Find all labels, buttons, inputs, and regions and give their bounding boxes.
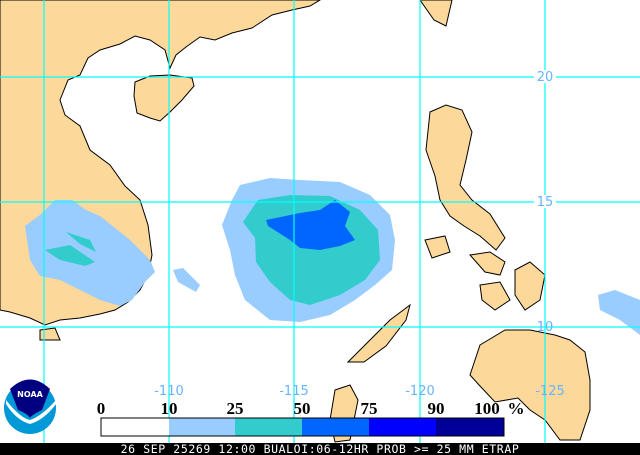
land-palawan — [346, 303, 411, 363]
land-visayas-2 — [514, 261, 546, 311]
legend-swatch-25 — [235, 418, 302, 436]
legend-label-90: 90 — [428, 399, 445, 418]
prob-10-east — [598, 290, 640, 335]
lon-label-115: -115 — [279, 384, 309, 399]
longitude-labels: -110 -115 -120 -125 — [154, 384, 565, 399]
land-mindanao — [469, 329, 591, 441]
legend-label-50: 50 — [294, 399, 311, 418]
land-mindoro — [424, 235, 451, 259]
legend-unit: % — [508, 399, 525, 418]
lat-lon-grid — [0, 0, 640, 443]
legend-swatch-75 — [369, 418, 436, 436]
lat-label-10: 10 — [537, 320, 554, 335]
lat-label-15: 15 — [537, 195, 554, 210]
legend-label-25: 25 — [227, 399, 244, 418]
legend-label-10: 10 — [161, 399, 178, 418]
rainfall-probability — [25, 178, 640, 335]
noaa-logo: NOAA — [4, 379, 56, 434]
prob-25-indochina — [45, 245, 95, 266]
land-hainan — [133, 74, 195, 122]
legend-swatch-0 — [101, 418, 169, 436]
legend-label-0: 0 — [97, 399, 106, 418]
legend-label-75: 75 — [361, 399, 378, 418]
footer-caption: 26 SEP 25269 12:00 BUALOI:06-12HR PROB >… — [0, 443, 640, 455]
lon-label-125: -125 — [535, 384, 565, 399]
legend-swatch-90 — [436, 418, 504, 436]
legend-frame — [100, 417, 505, 437]
prob-10-indochina — [25, 200, 155, 306]
lat-label-20: 20 — [537, 70, 554, 85]
legend-swatch-10 — [169, 418, 235, 436]
lon-label-120: -120 — [405, 384, 435, 399]
legend-label-100: 100 — [474, 399, 500, 418]
land-taiwan — [419, 0, 453, 27]
latitude-labels: 20 15 10 — [534, 70, 556, 335]
prob-50-main — [266, 200, 355, 250]
land-visayas-3 — [479, 281, 511, 311]
land-visayas-1 — [469, 251, 506, 276]
noaa-logo-text: NOAA — [17, 390, 43, 399]
prob-25-indochina-2 — [66, 232, 96, 252]
prob-10-small — [173, 268, 200, 292]
land-malay — [39, 327, 61, 341]
lon-label-110: -110 — [154, 384, 184, 399]
legend: 0 10 25 50 75 90 100 % — [97, 399, 525, 437]
land-luzon — [425, 104, 506, 251]
legend-swatch-50 — [302, 418, 369, 436]
